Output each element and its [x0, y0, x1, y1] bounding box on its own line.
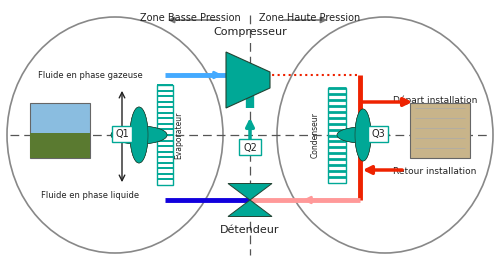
- FancyBboxPatch shape: [112, 126, 132, 142]
- Text: Zone Basse Pression: Zone Basse Pression: [140, 13, 240, 23]
- Polygon shape: [226, 52, 270, 108]
- Polygon shape: [111, 126, 167, 144]
- Text: Zone Haute Pression: Zone Haute Pression: [260, 13, 360, 23]
- Text: Départ installation: Départ installation: [393, 95, 477, 105]
- Text: Fluide en phase gazeuse: Fluide en phase gazeuse: [38, 70, 142, 79]
- FancyBboxPatch shape: [239, 139, 261, 155]
- Polygon shape: [130, 107, 148, 163]
- Bar: [410, 103, 470, 158]
- Polygon shape: [228, 183, 272, 200]
- Text: Q1: Q1: [115, 129, 129, 139]
- Polygon shape: [337, 127, 389, 143]
- Bar: [30, 133, 90, 158]
- Text: Fluide en phase liquide: Fluide en phase liquide: [41, 191, 139, 200]
- Text: Q3: Q3: [371, 129, 385, 139]
- Polygon shape: [337, 127, 389, 143]
- Text: Détendeur: Détendeur: [220, 225, 280, 235]
- Text: Evaporateur: Evaporateur: [174, 111, 184, 159]
- Bar: [157, 85, 173, 185]
- Bar: [328, 88, 346, 183]
- Text: Condenseur: Condenseur: [310, 112, 320, 158]
- Polygon shape: [355, 109, 371, 161]
- Polygon shape: [355, 109, 371, 161]
- Text: Q2: Q2: [243, 143, 257, 153]
- FancyBboxPatch shape: [368, 126, 388, 142]
- Polygon shape: [130, 107, 148, 163]
- Bar: [30, 103, 90, 158]
- Text: Compresseur: Compresseur: [213, 27, 287, 37]
- Text: Retour installation: Retour installation: [394, 167, 476, 177]
- Polygon shape: [111, 126, 167, 144]
- Polygon shape: [228, 200, 272, 216]
